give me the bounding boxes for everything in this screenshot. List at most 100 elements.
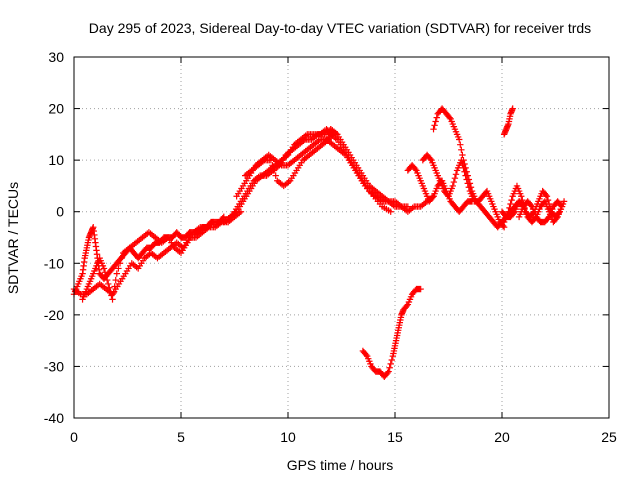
y-tick-label: -10 (44, 255, 64, 271)
data-point (433, 114, 440, 121)
series-trace-descent-2 (327, 126, 412, 210)
data-point (452, 171, 460, 178)
y-tick-label: 30 (48, 49, 64, 65)
x-tick-label: 25 (601, 429, 617, 445)
data-point (446, 114, 453, 121)
data-point (458, 156, 465, 164)
data-point (558, 203, 566, 210)
data-point (460, 164, 467, 172)
y-tick-label: -30 (44, 358, 64, 374)
data-point (459, 151, 466, 159)
data-point (403, 302, 410, 310)
series-trace-late-5 (498, 198, 566, 226)
data-point (102, 272, 110, 280)
data-point (118, 254, 125, 262)
data-point (544, 196, 552, 204)
data-point (267, 156, 275, 164)
data-point (430, 126, 437, 133)
data-point (103, 276, 111, 284)
data-point (457, 141, 464, 148)
data-point (544, 214, 552, 222)
data-point (468, 198, 476, 205)
data-point (518, 193, 525, 200)
data-point (432, 118, 439, 125)
series-trace-rise-4 (242, 136, 332, 190)
data-point (431, 122, 438, 129)
data-point (459, 160, 466, 168)
data-point (272, 172, 279, 179)
data-point (542, 191, 550, 199)
chart-title: Day 295 of 2023, Sidereal Day-to-day VTE… (89, 20, 591, 36)
data-point (465, 184, 473, 191)
y-tick-label: 10 (48, 152, 64, 168)
x-tick-label: 5 (177, 429, 185, 445)
data-point (508, 196, 515, 204)
data-point (510, 209, 517, 217)
data-point (209, 218, 217, 226)
data-point (449, 182, 456, 190)
data-point (113, 270, 120, 277)
data-point (110, 289, 117, 297)
series-trace-descent-3 (323, 136, 394, 215)
series-trace-late-6 (515, 198, 566, 226)
y-tick-label: -40 (44, 410, 64, 426)
data-point (506, 204, 513, 212)
data-point (543, 193, 551, 200)
x-axis-label: GPS time / hours (287, 457, 394, 473)
series-trace-isolated-rise (500, 105, 516, 138)
data-point (362, 351, 370, 359)
y-tick-label: 0 (56, 204, 64, 220)
data-point (509, 105, 516, 112)
data-point (527, 202, 535, 209)
data-point (462, 172, 469, 179)
data-point (115, 265, 122, 272)
data-point (101, 269, 109, 276)
data-point (386, 364, 393, 371)
data-point (412, 165, 419, 173)
axis-ticks: 0 5 10 15 20 25 -40 -30 -20 -10 0 10 20 30 (44, 49, 617, 445)
data-point (458, 146, 465, 154)
data-point (384, 369, 391, 377)
x-tick-label: 0 (70, 429, 78, 445)
series-trace-early-3 (79, 218, 217, 303)
data-point (404, 203, 412, 210)
data-point (116, 260, 124, 267)
data-point (106, 284, 113, 291)
data-point (387, 360, 394, 368)
data-point (388, 356, 395, 364)
data-point (385, 368, 392, 375)
data-point (461, 168, 468, 175)
data-point (109, 296, 116, 303)
data-point (499, 222, 507, 230)
data-point (557, 202, 565, 209)
data-point (107, 288, 114, 295)
data-point (270, 167, 278, 174)
data-point (450, 178, 458, 186)
data-point (112, 276, 119, 284)
x-tick-label: 15 (387, 429, 403, 445)
x-tick-label: 10 (280, 429, 296, 445)
data-point (456, 136, 463, 143)
data-point (387, 208, 394, 215)
data-point (100, 265, 108, 272)
data-point (417, 285, 424, 293)
data-points (70, 105, 568, 380)
series-trace-late-2 (419, 151, 508, 231)
data-point (464, 180, 471, 187)
x-tick-label: 20 (494, 429, 510, 445)
data-point (451, 174, 459, 182)
data-point (560, 198, 568, 205)
series-trace-late-3 (404, 162, 476, 215)
data-point (507, 200, 514, 208)
data-point (429, 194, 436, 201)
plot-frame (73, 56, 610, 419)
data-point (269, 162, 276, 169)
data-point (111, 283, 118, 290)
data-point (463, 176, 470, 183)
data-point (427, 155, 434, 163)
series-trace-negative-dip (359, 285, 424, 380)
data-point (553, 214, 560, 222)
y-axis-label: SDTVAR / TECUs (5, 182, 21, 294)
data-point (105, 280, 112, 288)
